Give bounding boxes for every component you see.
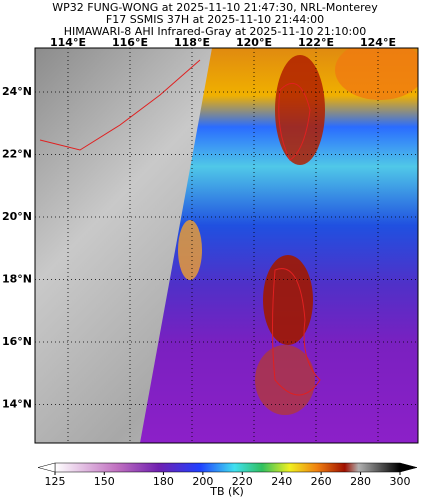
colorbar-label: TB (K) — [209, 485, 244, 498]
colorbar-tick-label: 260 — [311, 475, 332, 488]
colorbar-tick-label: 150 — [94, 475, 115, 488]
map-image — [35, 48, 418, 443]
title-line: WP32 FUNG-WONG at 2025-11-10 21:47:30, N… — [52, 1, 378, 14]
lat-label: 24°N — [2, 85, 32, 98]
title-line: F17 SSMIS 37H at 2025-11-10 21:44:00 — [106, 13, 324, 26]
lat-label: 16°N — [2, 335, 32, 348]
colorbar-extend — [37, 462, 56, 473]
map-frame — [34, 47, 419, 444]
lat-label: 20°N — [2, 210, 32, 223]
colorbar-tick-label: 125 — [45, 475, 66, 488]
colorbar-tick-label: 180 — [153, 475, 174, 488]
lon-label: 114°E — [50, 36, 86, 49]
lon-label: 118°E — [174, 36, 210, 49]
colorbar — [54, 462, 401, 473]
title-line: HIMAWARI-8 AHI Infrared-Gray at 2025-11-… — [64, 25, 367, 38]
lat-label: 22°N — [2, 148, 32, 161]
lon-label: 124°E — [360, 36, 396, 49]
colorbar-tick-label: 220 — [232, 475, 253, 488]
colorbar-tick-label: 300 — [390, 475, 411, 488]
lon-label: 122°E — [298, 36, 334, 49]
colorbar-extend — [399, 462, 418, 473]
lat-label: 14°N — [2, 398, 32, 411]
lat-label: 18°N — [2, 273, 32, 286]
colorbar-tick-label: 240 — [271, 475, 292, 488]
colorbar-tick-label: 280 — [350, 475, 371, 488]
lon-label: 116°E — [112, 36, 148, 49]
colorbar-tick-label: 200 — [192, 475, 213, 488]
lon-label: 120°E — [236, 36, 272, 49]
